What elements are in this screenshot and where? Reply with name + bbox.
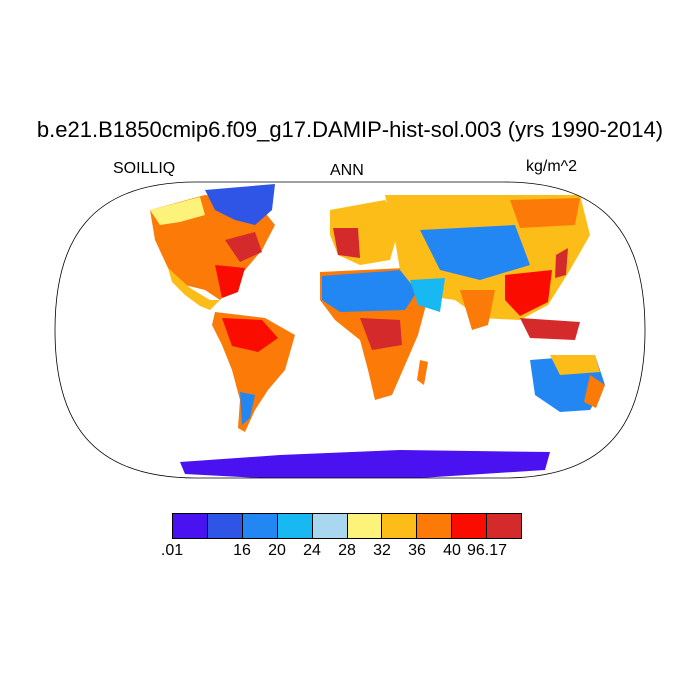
canada-north: [150, 197, 205, 225]
central-asia: [420, 225, 530, 280]
antarctica: [180, 450, 550, 478]
colorbar-tick-label: 40: [443, 542, 461, 559]
season-label: ANN: [330, 162, 364, 179]
colorbar-tick-label: 36: [408, 542, 426, 559]
colorbar-swatch: [312, 514, 348, 538]
colorbar-ticks: .01 16 20 24 28 32 36 40 96.17: [0, 542, 700, 564]
colorbar-swatch: [242, 514, 278, 538]
map-boundary: [54, 181, 646, 479]
plot-title: b.e21.B1850cmip6.f09_g17.DAMIP-hist-sol.…: [36, 117, 664, 142]
congo: [360, 318, 402, 350]
colorbar-swatch: [173, 514, 208, 538]
colorbar-swatch: [487, 514, 522, 538]
colorbar: [172, 513, 522, 539]
colorbar-swatch: [347, 514, 383, 538]
australia-north: [550, 355, 600, 375]
japan: [555, 248, 568, 278]
colorbar-swatch: [277, 514, 313, 538]
units-label: kg/m^2: [526, 158, 578, 175]
colorbar-tick-label: 16: [233, 542, 251, 559]
indonesia: [520, 318, 580, 340]
colorbar-tick-label: .01: [160, 542, 184, 559]
sahara: [322, 270, 418, 312]
siberia-east: [510, 198, 580, 228]
colorbar-swatch: [417, 514, 453, 538]
india: [460, 290, 495, 330]
colorbar-tick-label: 32: [373, 542, 391, 559]
colorbar-tick-label: 28: [338, 542, 356, 559]
north-america-south: [168, 268, 220, 310]
colorbar-swatch: [382, 514, 418, 538]
variable-label: SOILLIQ: [113, 160, 176, 177]
colorbar-swatch: [452, 514, 488, 538]
madagascar: [417, 360, 428, 385]
europe-west: [333, 228, 360, 258]
australia-east: [584, 375, 605, 408]
southeast-asia: [505, 270, 552, 316]
canada-east: [225, 232, 262, 262]
usa-east: [215, 265, 245, 298]
colorbar-tick-label: 24: [303, 542, 321, 559]
land-fields: [150, 184, 605, 478]
arabia: [410, 278, 445, 312]
greenland: [205, 184, 275, 225]
south-america-south: [240, 392, 255, 425]
colorbar-tick-label: 96.17: [466, 542, 508, 559]
colorbar-swatch: [207, 514, 243, 538]
colorbar-tick-label: 20: [268, 542, 286, 559]
amazon: [222, 318, 278, 352]
